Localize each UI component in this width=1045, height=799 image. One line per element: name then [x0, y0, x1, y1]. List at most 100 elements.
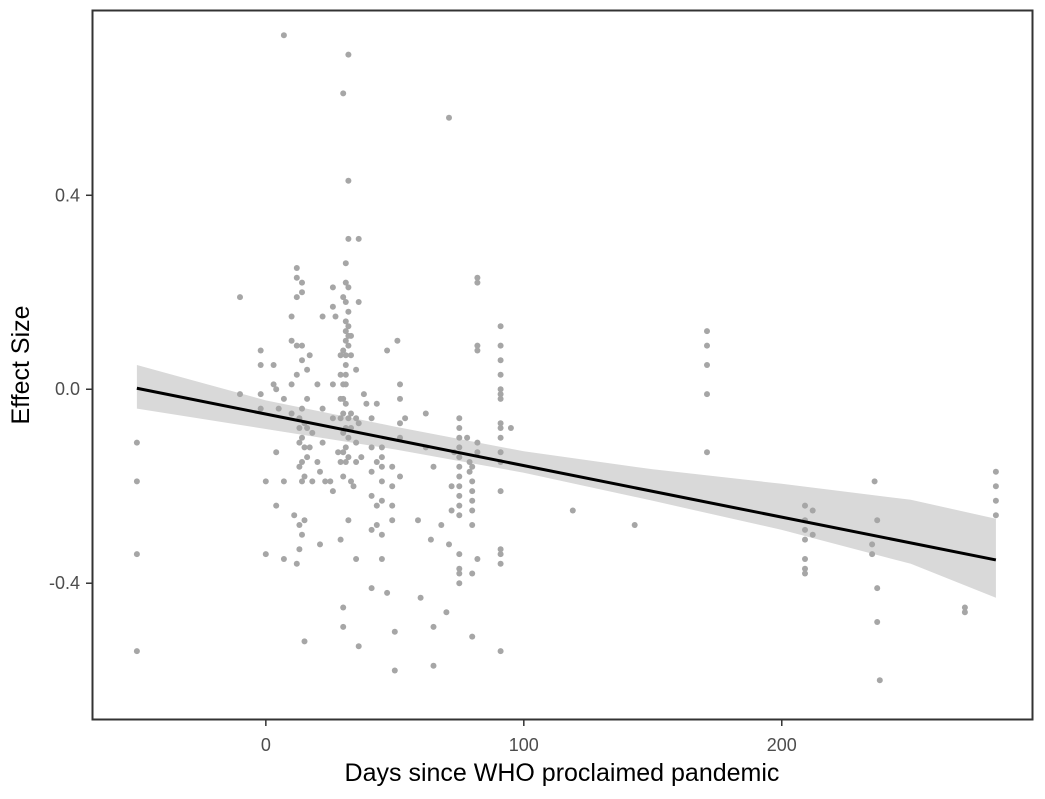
data-point	[342, 318, 349, 325]
data-point	[299, 357, 305, 364]
data-point	[378, 454, 385, 461]
data-point	[340, 449, 347, 456]
data-point	[569, 507, 576, 514]
data-point	[373, 522, 380, 528]
data-point	[350, 483, 357, 490]
x-tick-label: 0	[261, 735, 271, 755]
data-point	[456, 415, 463, 422]
data-point	[802, 570, 808, 577]
data-point	[304, 366, 311, 373]
data-point	[293, 560, 300, 567]
data-point	[497, 386, 504, 393]
data-point	[992, 497, 999, 504]
data-point	[329, 381, 336, 388]
data-point	[497, 323, 504, 330]
data-point	[337, 352, 344, 359]
data-point	[802, 526, 808, 533]
data-point	[273, 502, 280, 509]
data-point	[293, 274, 300, 281]
data-point	[497, 342, 504, 349]
data-point	[391, 667, 398, 674]
data-point	[469, 497, 476, 504]
data-point	[438, 522, 445, 528]
data-point	[342, 260, 349, 267]
data-point	[301, 638, 308, 645]
data-point	[443, 609, 450, 616]
data-point	[296, 522, 303, 528]
data-point	[876, 677, 883, 684]
data-point	[133, 551, 140, 558]
data-point	[275, 405, 282, 412]
data-point	[337, 371, 344, 378]
data-point	[497, 648, 504, 655]
data-point	[430, 463, 437, 470]
data-point	[299, 289, 305, 296]
data-point	[329, 415, 336, 422]
x-tick-label: 100	[509, 735, 539, 755]
data-point	[363, 400, 370, 407]
data-point	[301, 473, 308, 480]
data-point	[262, 551, 269, 558]
data-point	[340, 429, 347, 436]
data-point	[296, 439, 303, 446]
axis-ticks: 0 100 200 -0.4 0.0 0.4	[49, 185, 797, 755]
data-point	[353, 439, 360, 446]
data-point	[299, 459, 305, 465]
data-point	[373, 400, 380, 407]
data-point	[704, 328, 710, 335]
data-point	[456, 463, 463, 470]
data-point	[397, 381, 403, 388]
data-point	[389, 517, 396, 524]
data-point	[348, 332, 354, 339]
data-point	[368, 492, 375, 499]
data-point	[378, 497, 385, 504]
data-point	[340, 410, 347, 417]
data-point	[304, 454, 311, 461]
y-tick-label: 0.4	[55, 185, 80, 205]
data-point	[456, 473, 463, 480]
data-point	[355, 235, 362, 242]
data-point	[869, 551, 876, 558]
data-point	[293, 265, 300, 271]
data-point	[319, 405, 326, 412]
data-point	[497, 371, 504, 378]
data-point	[448, 483, 455, 490]
data-point	[342, 381, 349, 388]
data-point	[306, 444, 313, 451]
data-point	[329, 284, 336, 291]
data-point	[317, 541, 323, 548]
data-point	[809, 507, 816, 514]
y-axis-title: Effect Size	[7, 305, 35, 424]
data-point	[631, 522, 638, 528]
data-point	[355, 643, 362, 650]
data-point	[304, 425, 311, 431]
data-point	[469, 463, 476, 470]
data-point	[992, 468, 999, 475]
y-tick-label: -0.4	[49, 573, 80, 593]
data-point	[384, 589, 391, 596]
data-point	[270, 362, 277, 368]
data-point	[373, 459, 380, 465]
data-point	[340, 347, 347, 354]
data-point	[299, 531, 305, 538]
data-point	[474, 347, 481, 354]
data-point	[301, 517, 308, 524]
data-point	[427, 536, 434, 543]
data-point	[345, 177, 352, 184]
data-point	[474, 279, 481, 286]
data-point	[992, 483, 999, 490]
data-point	[874, 619, 881, 625]
data-point	[446, 114, 452, 121]
data-point	[342, 444, 349, 451]
data-point	[402, 415, 409, 422]
data-point	[314, 459, 321, 465]
data-point	[422, 410, 429, 417]
data-point	[270, 381, 277, 388]
data-point	[474, 342, 481, 349]
data-point	[368, 585, 375, 592]
data-point	[280, 32, 287, 39]
data-point	[469, 488, 476, 495]
data-point	[342, 459, 349, 465]
data-point	[296, 546, 303, 553]
data-point	[355, 420, 362, 427]
